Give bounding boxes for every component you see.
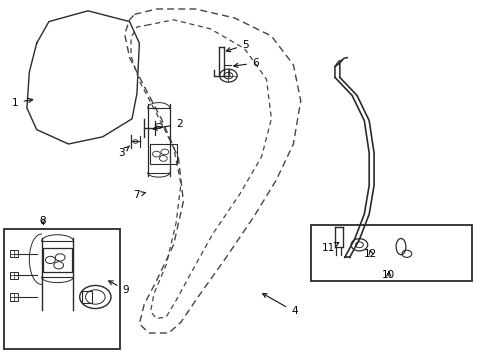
Text: 3: 3 (118, 146, 129, 158)
Text: 10: 10 (382, 270, 394, 280)
Text: 11: 11 (321, 243, 338, 253)
Bar (43, 248, 72, 272)
Bar (10, 293, 18, 301)
Text: 4: 4 (262, 293, 297, 316)
Text: 5: 5 (226, 40, 248, 52)
Bar (10, 272, 18, 279)
Text: 6: 6 (233, 58, 258, 68)
Bar (10, 250, 18, 257)
Text: 1: 1 (12, 98, 33, 108)
Bar (81, 291, 92, 303)
Text: 7: 7 (132, 190, 145, 200)
Text: 9: 9 (108, 281, 129, 295)
Text: 12: 12 (364, 249, 377, 259)
Bar (4, 229, 120, 349)
Text: 2: 2 (153, 119, 183, 130)
Bar (150, 144, 177, 164)
Text: 8: 8 (40, 216, 46, 226)
Bar (310, 225, 471, 281)
